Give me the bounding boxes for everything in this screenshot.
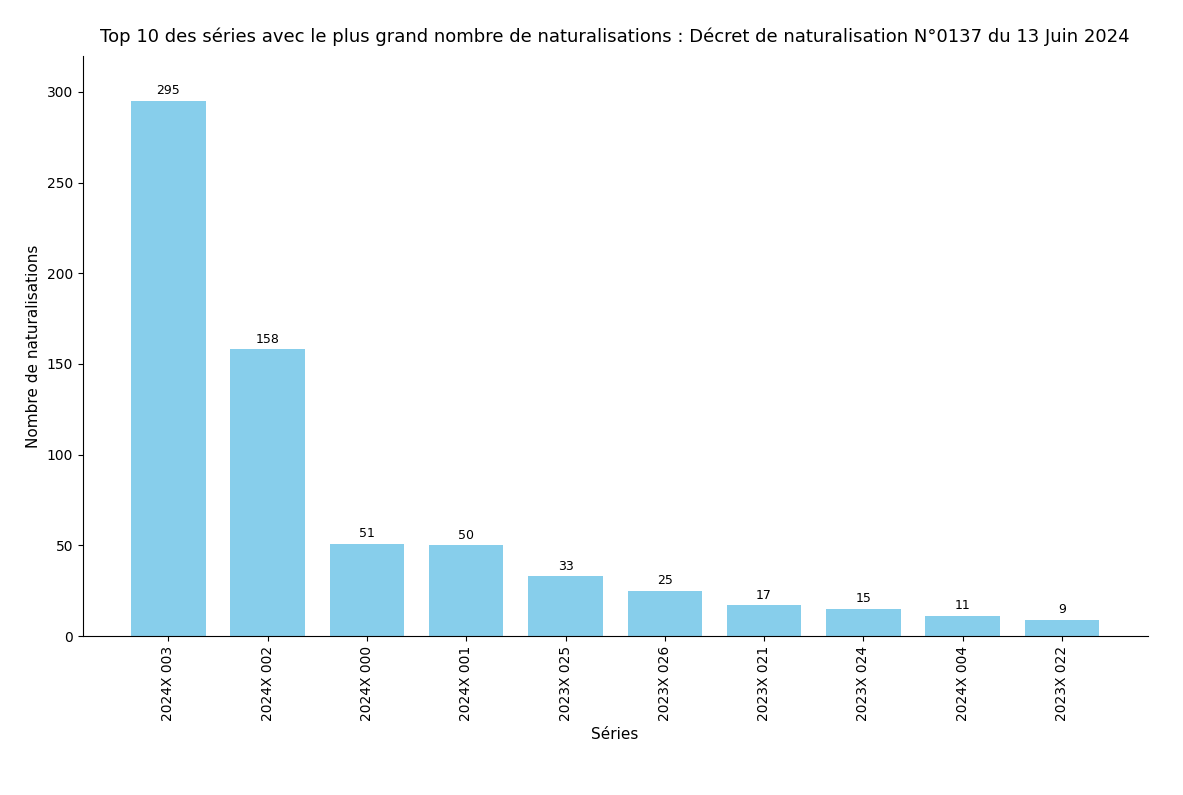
Bar	[131, 101, 206, 636]
Text: 51: 51	[360, 527, 375, 540]
Bar	[1024, 619, 1099, 636]
Text: 50: 50	[458, 529, 474, 541]
X-axis label: Séries: Séries	[592, 727, 639, 742]
Bar	[925, 616, 1000, 636]
Bar	[529, 576, 603, 636]
Bar	[627, 591, 702, 636]
Text: 33: 33	[557, 560, 574, 572]
Bar	[231, 350, 305, 636]
Text: 15: 15	[855, 592, 871, 605]
Bar	[429, 545, 504, 636]
Bar	[826, 609, 900, 636]
Text: 11: 11	[955, 599, 970, 612]
Text: 17: 17	[756, 588, 772, 602]
Bar	[726, 605, 801, 636]
Bar	[330, 544, 405, 636]
Text: 25: 25	[657, 574, 673, 587]
Text: 9: 9	[1058, 603, 1066, 616]
Text: 295: 295	[156, 84, 180, 97]
Title: Top 10 des séries avec le plus grand nombre de naturalisations : Décret de natur: Top 10 des séries avec le plus grand nom…	[101, 27, 1130, 46]
Y-axis label: Nombre de naturalisations: Nombre de naturalisations	[26, 244, 41, 448]
Text: 158: 158	[256, 333, 279, 346]
